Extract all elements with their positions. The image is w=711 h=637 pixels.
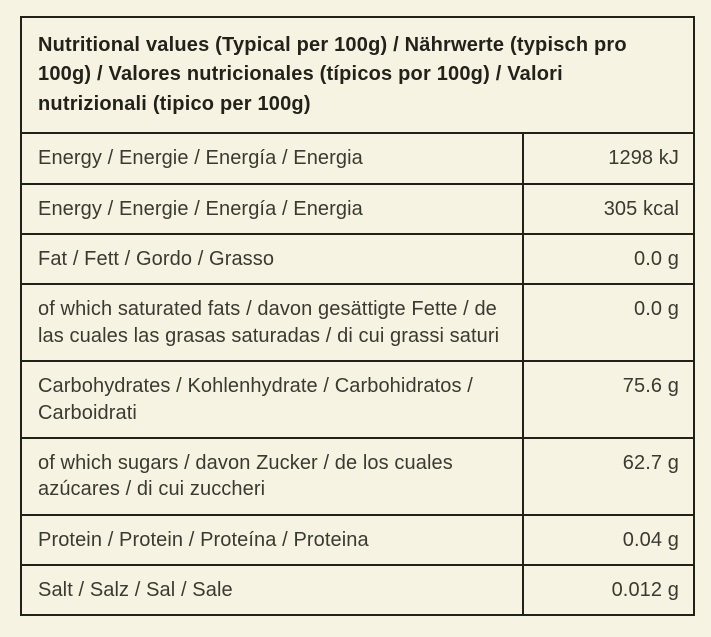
table-row: Carbohydrates / Kohlenhydrate / Carbohid… xyxy=(22,362,693,439)
table-row: Energy / Energie / Energía / Energia 305… xyxy=(22,184,693,235)
row-value: 0.04 g xyxy=(622,528,679,551)
table-row: Salt / Salz / Sal / Sale 0.012 g xyxy=(22,566,693,615)
row-value: 0.0 g xyxy=(634,247,679,270)
table-row: of which saturated fats / davon gesättig… xyxy=(22,285,693,363)
nutrition-table-header: Nutritional values (Typical per 100g) / … xyxy=(22,18,693,135)
row-value: 305 kcal xyxy=(603,197,679,220)
table-row: Fat / Fett / Gordo / Grasso 0.0 g xyxy=(22,234,693,286)
row-label: Fat / Fett / Gordo / Grasso xyxy=(22,234,524,284)
nutrition-table: Nutritional values (Typical per 100g) / … xyxy=(20,16,695,617)
row-value: 0.0 g xyxy=(634,298,679,321)
row-label: Energy / Energie / Energía / Energia xyxy=(22,184,524,233)
row-label: Energy / Energie / Energía / Energia xyxy=(22,134,524,183)
row-value: 75.6 g xyxy=(622,375,679,398)
table-row: Protein / Protein / Proteína / Proteina … xyxy=(22,515,693,567)
row-value: 0.012 g xyxy=(611,579,679,602)
row-label: Salt / Salz / Sal / Sale xyxy=(22,566,524,615)
row-label: of which saturated fats / davon gesättig… xyxy=(22,285,524,361)
row-value: 62.7 g xyxy=(622,451,679,474)
table-row: of which sugars / davon Zucker / de los … xyxy=(22,438,693,516)
row-label: of which sugars / davon Zucker / de los … xyxy=(22,438,524,514)
row-value: 1298 kJ xyxy=(608,147,679,170)
table-row: Energy / Energie / Energía / Energia 129… xyxy=(22,134,693,185)
row-label: Protein / Protein / Proteína / Proteina xyxy=(22,515,524,565)
row-label: Carbohydrates / Kohlenhydrate / Carbohid… xyxy=(22,362,524,437)
